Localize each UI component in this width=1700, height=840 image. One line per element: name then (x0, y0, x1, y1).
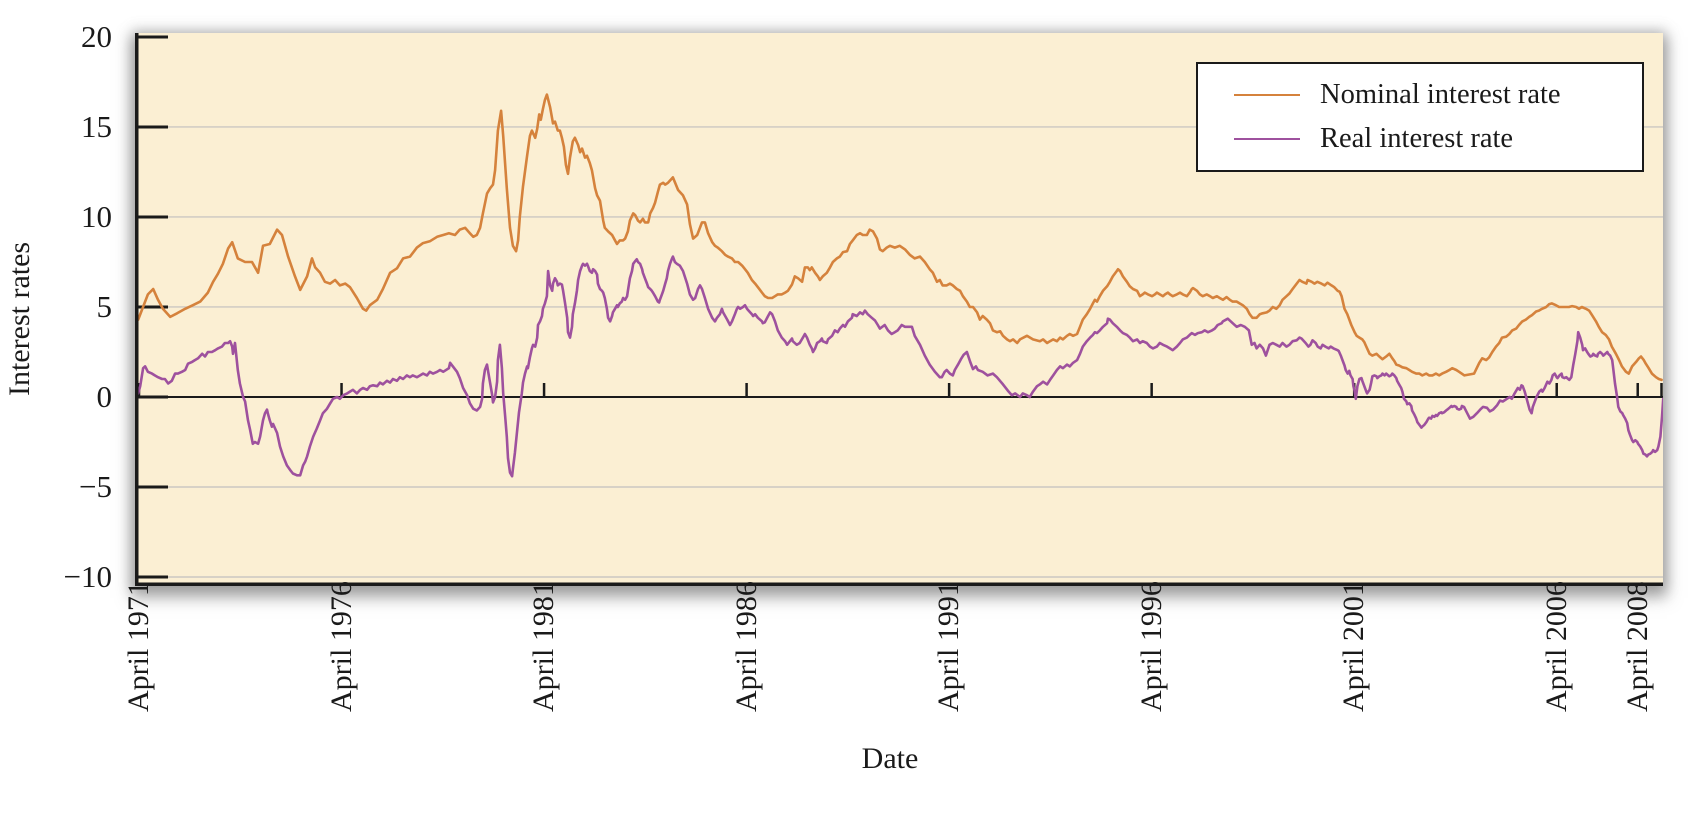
x-tick-label: April 1991 (932, 581, 966, 712)
x-tick-label: April 1986 (729, 581, 763, 712)
legend-label-real: Real interest rate (1320, 122, 1514, 154)
y-tick-label: −10 (63, 558, 112, 594)
y-tick-label: 0 (96, 378, 113, 414)
nominal-line-swatch-icon (1234, 94, 1300, 97)
x-tick-label: April 1971 (122, 581, 155, 712)
real-line-swatch-icon (1234, 137, 1300, 140)
y-tick-label: 20 (81, 18, 112, 54)
x-tick-label: April 2008 (1620, 581, 1654, 712)
y-tick-label: 10 (81, 198, 112, 234)
legend-entry-nominal: Nominal interest rate (1234, 79, 1642, 111)
y-tick-label: 5 (96, 288, 113, 324)
y-tick-label: −5 (79, 468, 112, 504)
nominal-rate-line (136, 93, 1663, 382)
legend-label-nominal: Nominal interest rate (1320, 79, 1561, 111)
legend-entry-real: Real interest rate (1234, 123, 1642, 155)
x-tick-label: April 2006 (1539, 581, 1573, 712)
x-tick-label: April 1996 (1134, 581, 1168, 712)
y-tick-label: 15 (81, 108, 112, 144)
y-axis-title: Interest rates (3, 241, 36, 396)
x-tick-label: April 1976 (324, 581, 358, 712)
x-axis-title: Date (861, 742, 919, 775)
x-tick-label: April 2001 (1337, 581, 1371, 712)
real-rate-line (136, 255, 1663, 478)
chart-canvas (135, 33, 1663, 586)
x-tick-label: April 1981 (527, 581, 561, 712)
legend: Nominal interest rate Real interest rate (1196, 62, 1644, 172)
